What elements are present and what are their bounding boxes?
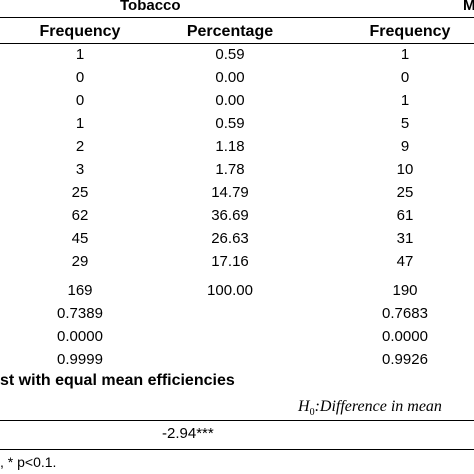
group-title-tobacco: Tobacco	[120, 0, 181, 14]
header-rule-bottom	[0, 43, 474, 44]
cell-percentage: 14.79	[211, 184, 249, 201]
column-header-frequency-1: Frequency	[39, 23, 121, 40]
table-row: 29 17.16 47	[0, 250, 474, 273]
table-row: 1 0.59 5	[0, 112, 474, 135]
cell-percentage: 26.63	[211, 230, 249, 247]
cell-frequency-1: 2	[75, 138, 85, 155]
cell-frequency-1: 0.9999	[57, 351, 103, 368]
null-hypothesis: H0:Difference in mean	[298, 398, 442, 418]
table-rule-bottom	[0, 449, 474, 450]
cell-frequency-2: 1	[400, 92, 410, 109]
table-row: 2 1.18 9	[0, 135, 474, 158]
cell-frequency-1: 169	[67, 282, 93, 299]
cell-frequency-1: 62	[71, 207, 89, 224]
table-row: 0.7389 0.7683	[0, 302, 474, 325]
cell-percentage: 1.78	[215, 161, 245, 178]
cell-percentage: 0.59	[215, 115, 245, 132]
header-rule-top	[0, 17, 474, 18]
table-row-total: 169 100.00 190	[0, 279, 474, 302]
cell-percentage: 36.69	[211, 207, 249, 224]
test-statistic: -2.94***	[162, 425, 214, 442]
cell-percentage: 0.59	[215, 46, 245, 63]
table-row: 0.0000 0.0000	[0, 325, 474, 348]
cell-frequency-1: 3	[75, 161, 85, 178]
column-header-row: Frequency Percentage Frequency	[0, 20, 474, 43]
table-row: 1 0.59 1	[0, 43, 474, 66]
cell-frequency-1: 29	[71, 253, 89, 270]
footnote: , * p<0.1.	[0, 454, 57, 470]
cell-frequency-2: 1	[400, 46, 410, 63]
cell-percentage: 0.00	[215, 69, 245, 86]
table-row: 25 14.79 25	[0, 181, 474, 204]
cell-frequency-1: 0.0000	[57, 328, 103, 345]
table-row: 45 26.63 31	[0, 227, 474, 250]
cell-frequency-2: 25	[396, 184, 414, 201]
cell-frequency-2: 0.9926	[382, 351, 428, 368]
cell-percentage: 17.16	[211, 253, 249, 270]
column-header-frequency-2: Frequency	[369, 23, 451, 40]
table-row: 0.9999 0.9926	[0, 348, 474, 371]
cell-frequency-2: 0.7683	[382, 305, 428, 322]
table-row: 3 1.78 10	[0, 158, 474, 181]
cell-frequency-1: 0	[75, 92, 85, 109]
cell-frequency-2: 0.0000	[382, 328, 428, 345]
cell-frequency-1: 1	[75, 46, 85, 63]
cell-frequency-2: 190	[392, 282, 418, 299]
hypothesis-text: :Difference in mean	[314, 398, 442, 415]
cell-percentage: 100.00	[207, 282, 253, 299]
cell-frequency-2: 5	[400, 115, 410, 132]
cell-frequency-1: 25	[71, 184, 89, 201]
cell-percentage: 0.00	[215, 92, 245, 109]
cell-frequency-2: 47	[396, 253, 414, 270]
cell-frequency-1: 0	[75, 69, 85, 86]
cell-frequency-1: 1	[75, 115, 85, 132]
cell-frequency-2: 9	[400, 138, 410, 155]
cell-frequency-2: 61	[396, 207, 414, 224]
hypothesis-symbol: H	[298, 398, 310, 415]
table-row: 62 36.69 61	[0, 204, 474, 227]
table-row: 0 0.00 1	[0, 89, 474, 112]
test-section-title: st with equal mean efficiencies	[0, 372, 235, 389]
cell-frequency-2: 0	[400, 69, 410, 86]
column-header-percentage: Percentage	[186, 23, 274, 40]
cell-frequency-2: 10	[396, 161, 414, 178]
cell-percentage: 1.18	[215, 138, 245, 155]
cell-frequency-1: 45	[71, 230, 89, 247]
group-title-partial: M	[463, 0, 474, 14]
table-row: 0 0.00 0	[0, 66, 474, 89]
test-rule-top	[0, 420, 474, 421]
cell-frequency-2: 31	[396, 230, 414, 247]
hypothesis-subscript: 0	[309, 407, 315, 419]
cell-frequency-1: 0.7389	[57, 305, 103, 322]
